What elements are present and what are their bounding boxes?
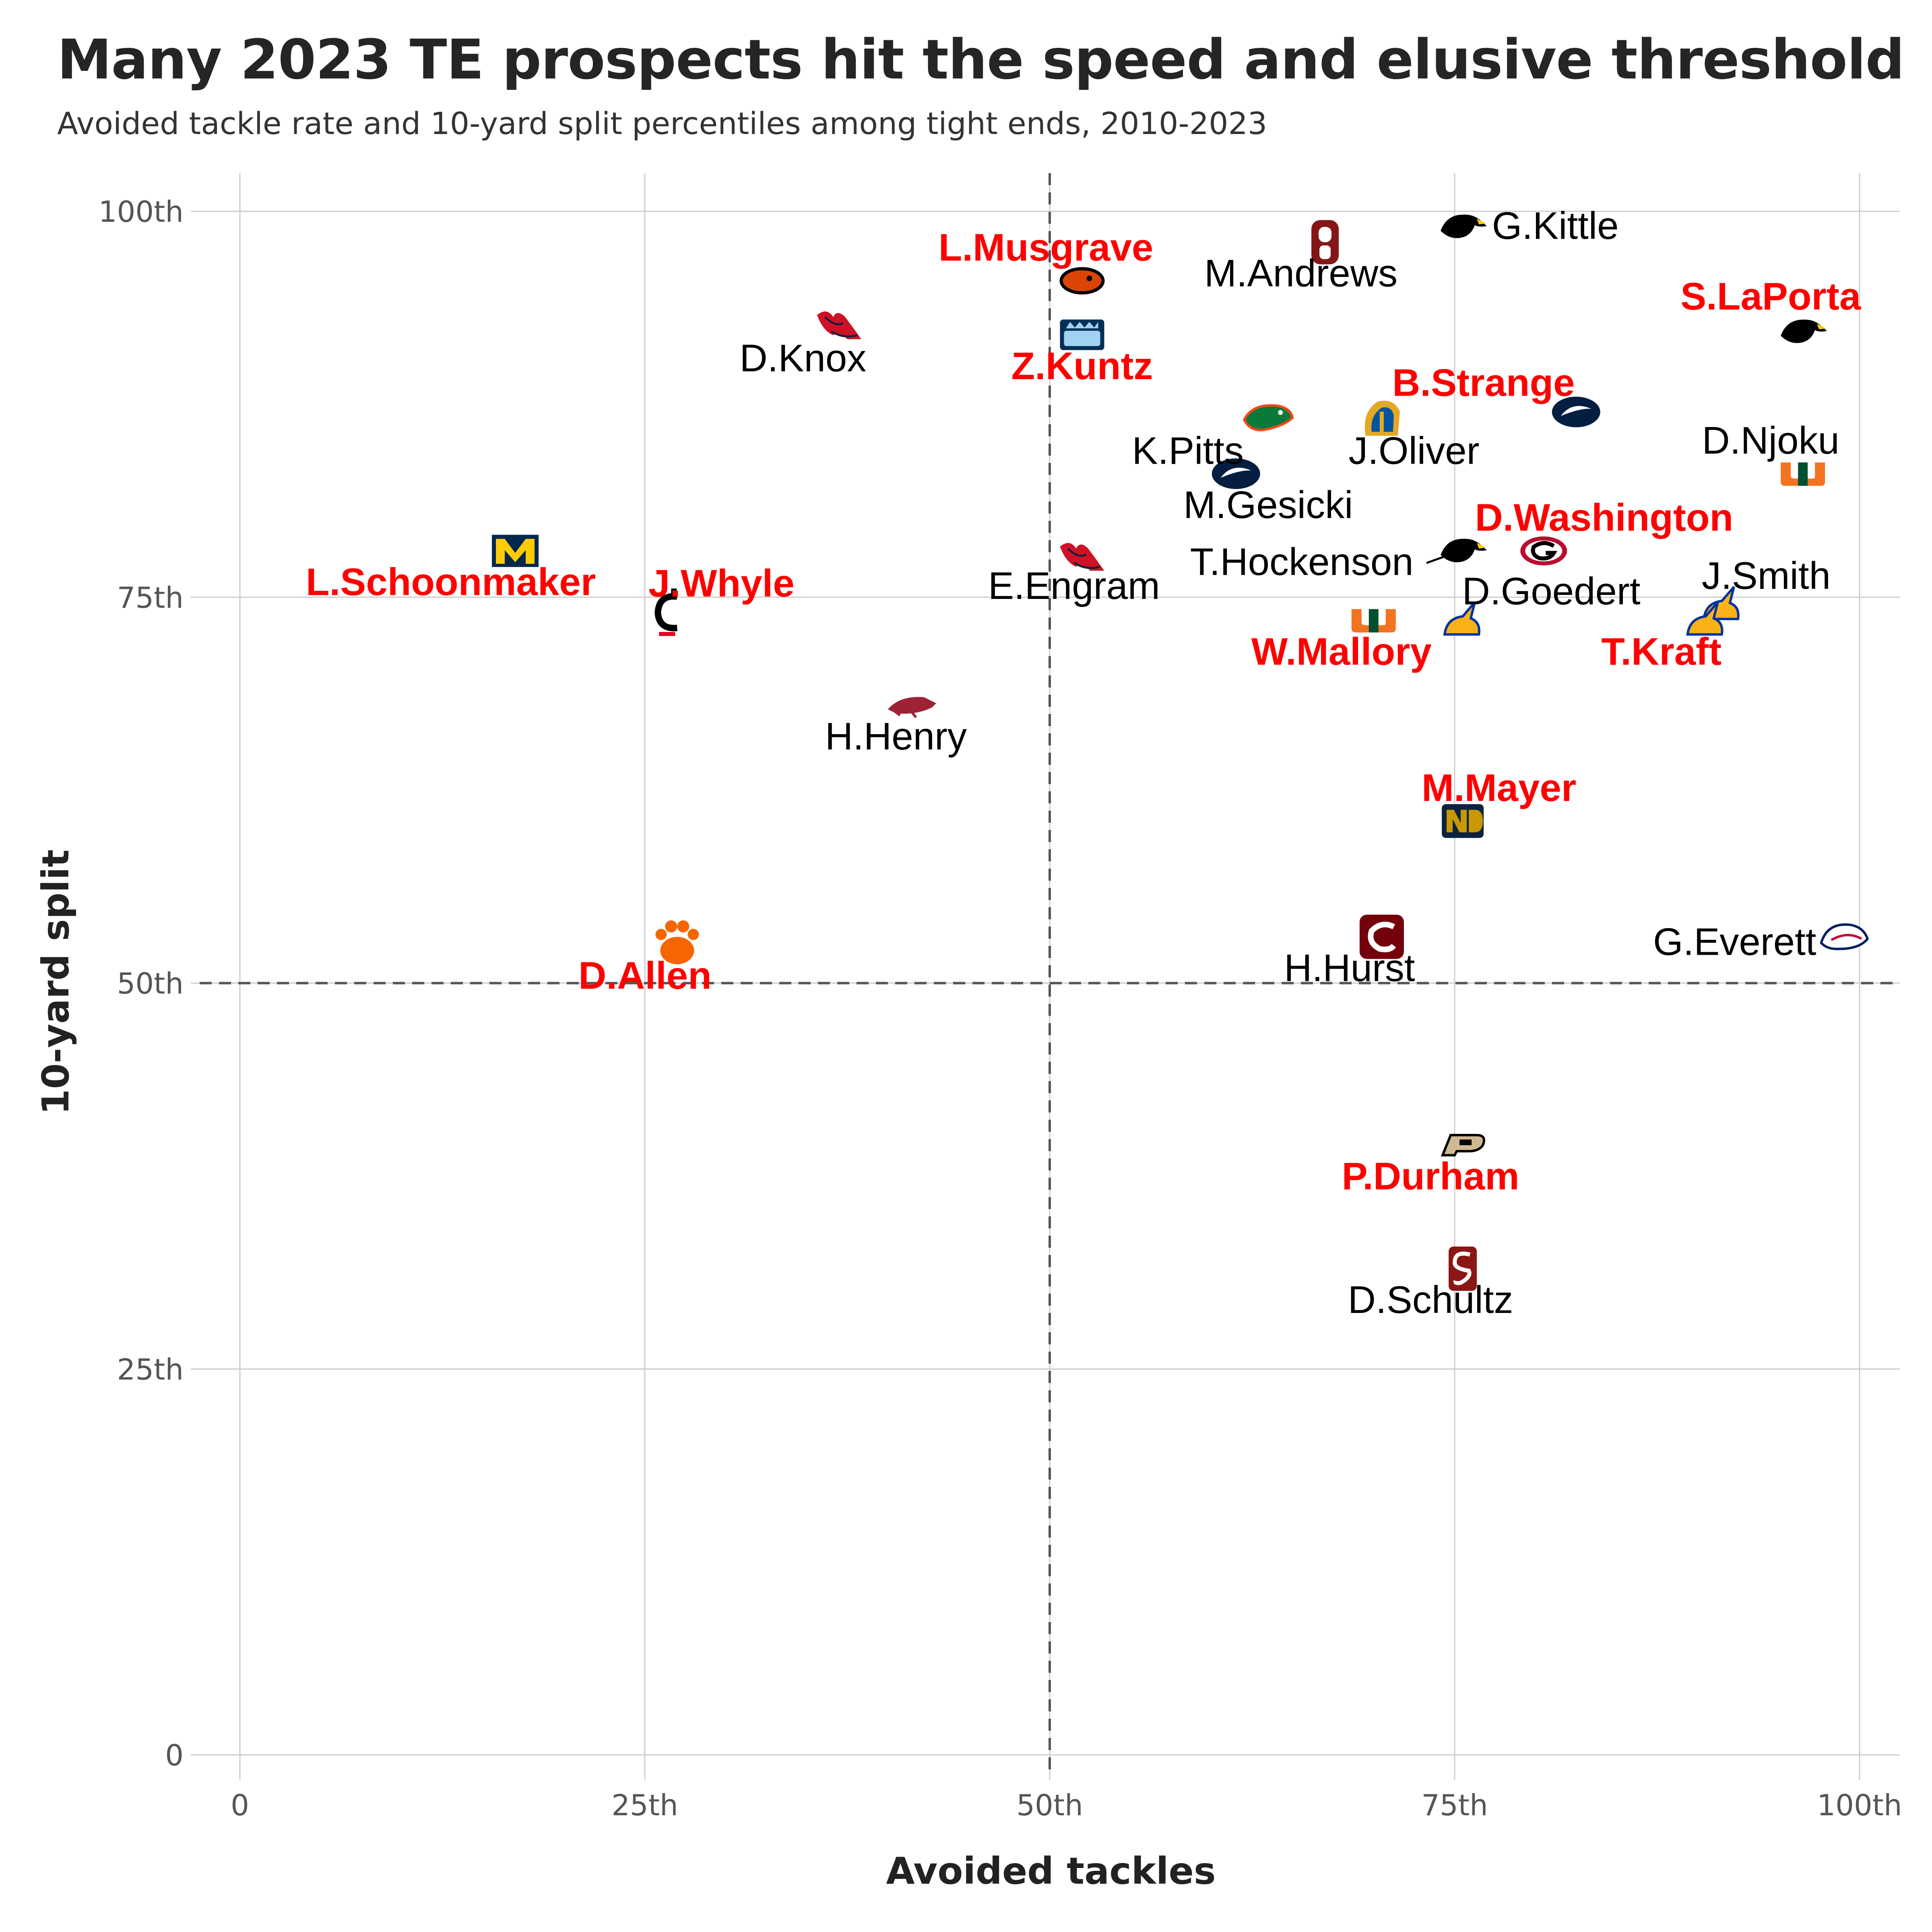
jackrabbit-icon bbox=[1686, 601, 1724, 636]
reference-lines bbox=[200, 173, 1900, 1771]
y-tick-label: 0 bbox=[165, 1738, 184, 1772]
oregon-state-beaver-icon bbox=[1059, 267, 1105, 295]
purdue-p-icon bbox=[1441, 1134, 1485, 1157]
chart-title: Many 2023 TE prospects hit the speed and… bbox=[57, 28, 1905, 92]
point-label: T.Kraft bbox=[1601, 630, 1721, 673]
x-tick-label: 50th bbox=[1016, 1788, 1083, 1822]
south-carolina-c-icon bbox=[1359, 914, 1404, 959]
point-label: D.Allen bbox=[578, 954, 712, 997]
point-labels: G.Kittle M.Andrews L.Musgrave Z.Kuntz S.LaPo… bbox=[306, 204, 1861, 1321]
point-label: S.LaPorta bbox=[1680, 275, 1861, 318]
point-label: H.Hurst bbox=[1284, 946, 1415, 989]
y-axis-title: 10-yard split bbox=[34, 849, 77, 1115]
point-label: G.Everett bbox=[1653, 920, 1816, 963]
axis-ticks: 0 25th 50th 75th 100th 0 25th 50th 75th 100th bbox=[99, 195, 1902, 1822]
point-label: G.Kittle bbox=[1492, 204, 1619, 247]
y-tick-label: 100th bbox=[99, 195, 184, 229]
ole-miss-icon bbox=[1060, 543, 1104, 571]
label-leader-line bbox=[1426, 552, 1455, 564]
x-tick-label: 25th bbox=[611, 1788, 678, 1822]
point-label: D.Njoku bbox=[1702, 419, 1839, 462]
point-label: M.Andrews bbox=[1204, 252, 1397, 295]
georgia-g-icon bbox=[1520, 536, 1567, 566]
point-label: D.Washington bbox=[1475, 496, 1733, 539]
notre-dame-nd-icon bbox=[1442, 804, 1484, 838]
point-label: Z.Kuntz bbox=[1011, 345, 1153, 388]
jackrabbit-icon bbox=[1443, 601, 1480, 636]
point-label: J.Oliver bbox=[1348, 429, 1479, 473]
point-label: L.Schoonmaker bbox=[306, 561, 596, 604]
point-label: J.Smith bbox=[1702, 554, 1831, 597]
iowa-hawkeye-icon bbox=[1441, 215, 1487, 238]
cincinnati-c-icon bbox=[654, 588, 678, 636]
penn-state-lion-icon bbox=[1212, 458, 1260, 489]
point-label: B.Strange bbox=[1392, 361, 1575, 405]
clemson-paw-icon bbox=[655, 920, 699, 964]
odu-icon bbox=[1060, 319, 1104, 350]
miami-u-icon bbox=[1351, 609, 1396, 633]
stanford-s-icon bbox=[1449, 1246, 1477, 1291]
florida-gator-icon bbox=[1243, 404, 1294, 431]
arkansas-hog-icon bbox=[888, 697, 936, 718]
point-label: H.Henry bbox=[825, 715, 967, 758]
point-label: D.Knox bbox=[739, 337, 866, 380]
chart-subtitle: Avoided tackle rate and 10-yard split pe… bbox=[57, 105, 1267, 141]
point-label: M.Gesicki bbox=[1183, 483, 1353, 526]
point-label: P.Durham bbox=[1342, 1155, 1519, 1198]
ole-miss-icon bbox=[817, 311, 861, 339]
point-label: E.Engram bbox=[988, 564, 1160, 607]
point-label: D.Schultz bbox=[1348, 1278, 1513, 1321]
grid-lines bbox=[191, 173, 1900, 1780]
y-tick-label: 50th bbox=[117, 967, 184, 1001]
south-alabama-jaguar-icon bbox=[1820, 923, 1869, 950]
point-label: W.Mallory bbox=[1251, 630, 1432, 673]
point-label: L.Musgrave bbox=[939, 226, 1153, 269]
point-label: K.Pitts bbox=[1132, 429, 1244, 473]
point-label: T.Hockenson bbox=[1190, 541, 1414, 584]
x-tick-label: 75th bbox=[1421, 1788, 1488, 1822]
san-jose-state-spartan-icon bbox=[1364, 400, 1400, 436]
michigan-m-icon bbox=[492, 535, 539, 567]
x-axis-title: Avoided tackles bbox=[886, 1849, 1216, 1893]
point-label: J.Whyle bbox=[648, 562, 795, 605]
iowa-hawkeye-icon bbox=[1441, 539, 1487, 562]
team-logos bbox=[492, 215, 1869, 1291]
x-tick-label: 100th bbox=[1817, 1788, 1902, 1822]
penn-state-lion-icon bbox=[1552, 396, 1600, 427]
y-tick-label: 25th bbox=[117, 1352, 184, 1386]
y-tick-label: 75th bbox=[117, 581, 184, 615]
miami-u-icon bbox=[1781, 462, 1825, 486]
point-label: M.Mayer bbox=[1422, 766, 1576, 809]
iowa-hawkeye-icon bbox=[1781, 319, 1827, 343]
oklahoma-ou-icon bbox=[1311, 220, 1339, 264]
x-tick-label: 0 bbox=[231, 1788, 249, 1822]
point-label: D.Goedert bbox=[1462, 570, 1641, 613]
